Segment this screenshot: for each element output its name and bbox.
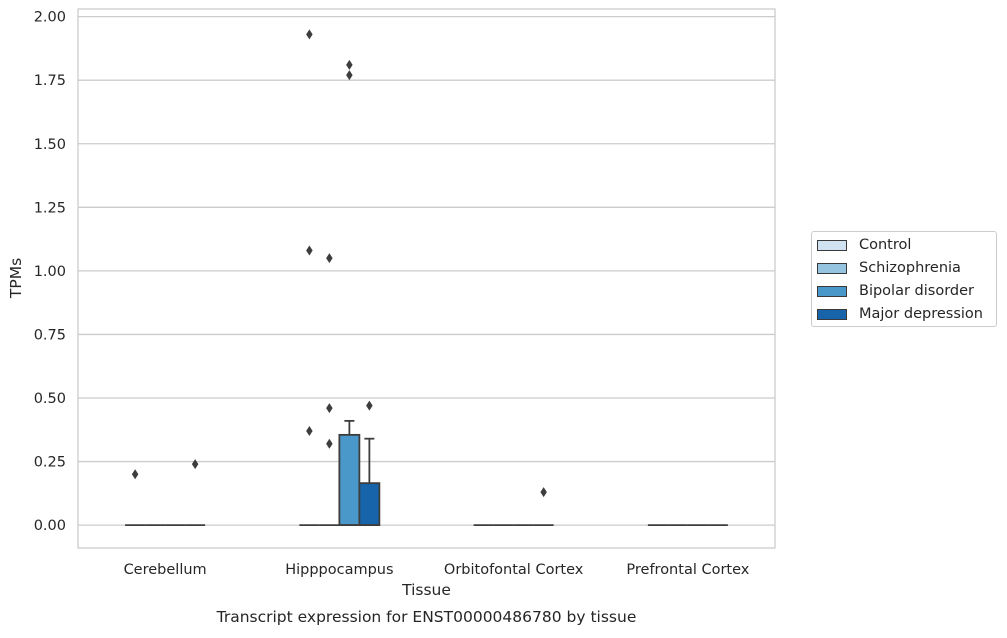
legend-label: Schizophrenia bbox=[859, 260, 961, 276]
outlier-point bbox=[306, 245, 313, 256]
box-body bbox=[338, 433, 361, 527]
outlier-point bbox=[346, 70, 353, 81]
legend-item-schizophrenia: Schizophrenia bbox=[817, 258, 961, 278]
legend-item-bipolar-disorder: Bipolar disorder bbox=[817, 281, 974, 301]
x-tick-label: Hipppocampus bbox=[285, 562, 393, 578]
legend-label: Control bbox=[859, 237, 912, 253]
x-tick-label: Orbitofontal Cortex bbox=[444, 562, 584, 578]
legend: Control Schizophrenia Bipolar disorder M… bbox=[811, 231, 997, 327]
legend-label: Major depression bbox=[859, 306, 983, 322]
y-tick-labels: 0.00 0.25 0.50 0.75 1.00 1.25 1.50 1.75 2.00 bbox=[34, 10, 66, 534]
outlier-point bbox=[326, 438, 333, 449]
outlier-point bbox=[191, 459, 199, 470]
y-tick-label: 0.00 bbox=[34, 518, 66, 534]
outlier-point bbox=[326, 403, 333, 414]
y-tick-label: 1.75 bbox=[34, 73, 66, 89]
outlier-point bbox=[326, 253, 333, 264]
x-tick-label: Prefrontal Cortex bbox=[626, 562, 749, 578]
x-axis-label: Tissue bbox=[401, 581, 451, 599]
x-tick-labels: Cerebellum Hipppocampus Orbitofontal Corte… bbox=[124, 562, 750, 578]
legend-swatch bbox=[817, 285, 847, 297]
outlier-point bbox=[540, 487, 547, 498]
outlier-point bbox=[306, 29, 313, 40]
y-tick-label: 2.00 bbox=[34, 10, 66, 26]
y-axis-label: TPMs bbox=[7, 258, 25, 299]
outlier-point bbox=[306, 426, 313, 437]
plot-frame bbox=[77, 8, 776, 549]
box-bipolar-disorder bbox=[338, 419, 361, 527]
y-tick-label: 0.25 bbox=[34, 455, 66, 471]
y-tick-label: 0.75 bbox=[34, 327, 66, 343]
y-tick-label: 0.50 bbox=[34, 391, 66, 407]
legend-label: Bipolar disorder bbox=[859, 283, 974, 299]
plot-area bbox=[78, 9, 775, 548]
outlier-layer bbox=[131, 29, 547, 498]
y-tick-label: 1.25 bbox=[34, 200, 66, 216]
box-layer bbox=[125, 419, 728, 527]
legend-swatch bbox=[817, 239, 847, 251]
outlier-point bbox=[346, 59, 353, 70]
outlier-point bbox=[366, 400, 373, 411]
x-tick-label: Cerebellum bbox=[124, 562, 207, 578]
y-tick-label: 1.50 bbox=[34, 137, 66, 153]
y-tick-label: 1.00 bbox=[34, 264, 66, 280]
legend-swatch bbox=[817, 308, 847, 320]
box-body bbox=[358, 482, 381, 527]
chart-caption: Transcript expression for ENST0000048678… bbox=[216, 608, 637, 626]
outlier-point bbox=[131, 469, 139, 480]
legend-swatch bbox=[817, 262, 847, 274]
box-major-depression bbox=[358, 437, 381, 527]
legend-item-major-depression: Major depression bbox=[817, 304, 983, 324]
legend-item-control: Control bbox=[817, 235, 911, 255]
